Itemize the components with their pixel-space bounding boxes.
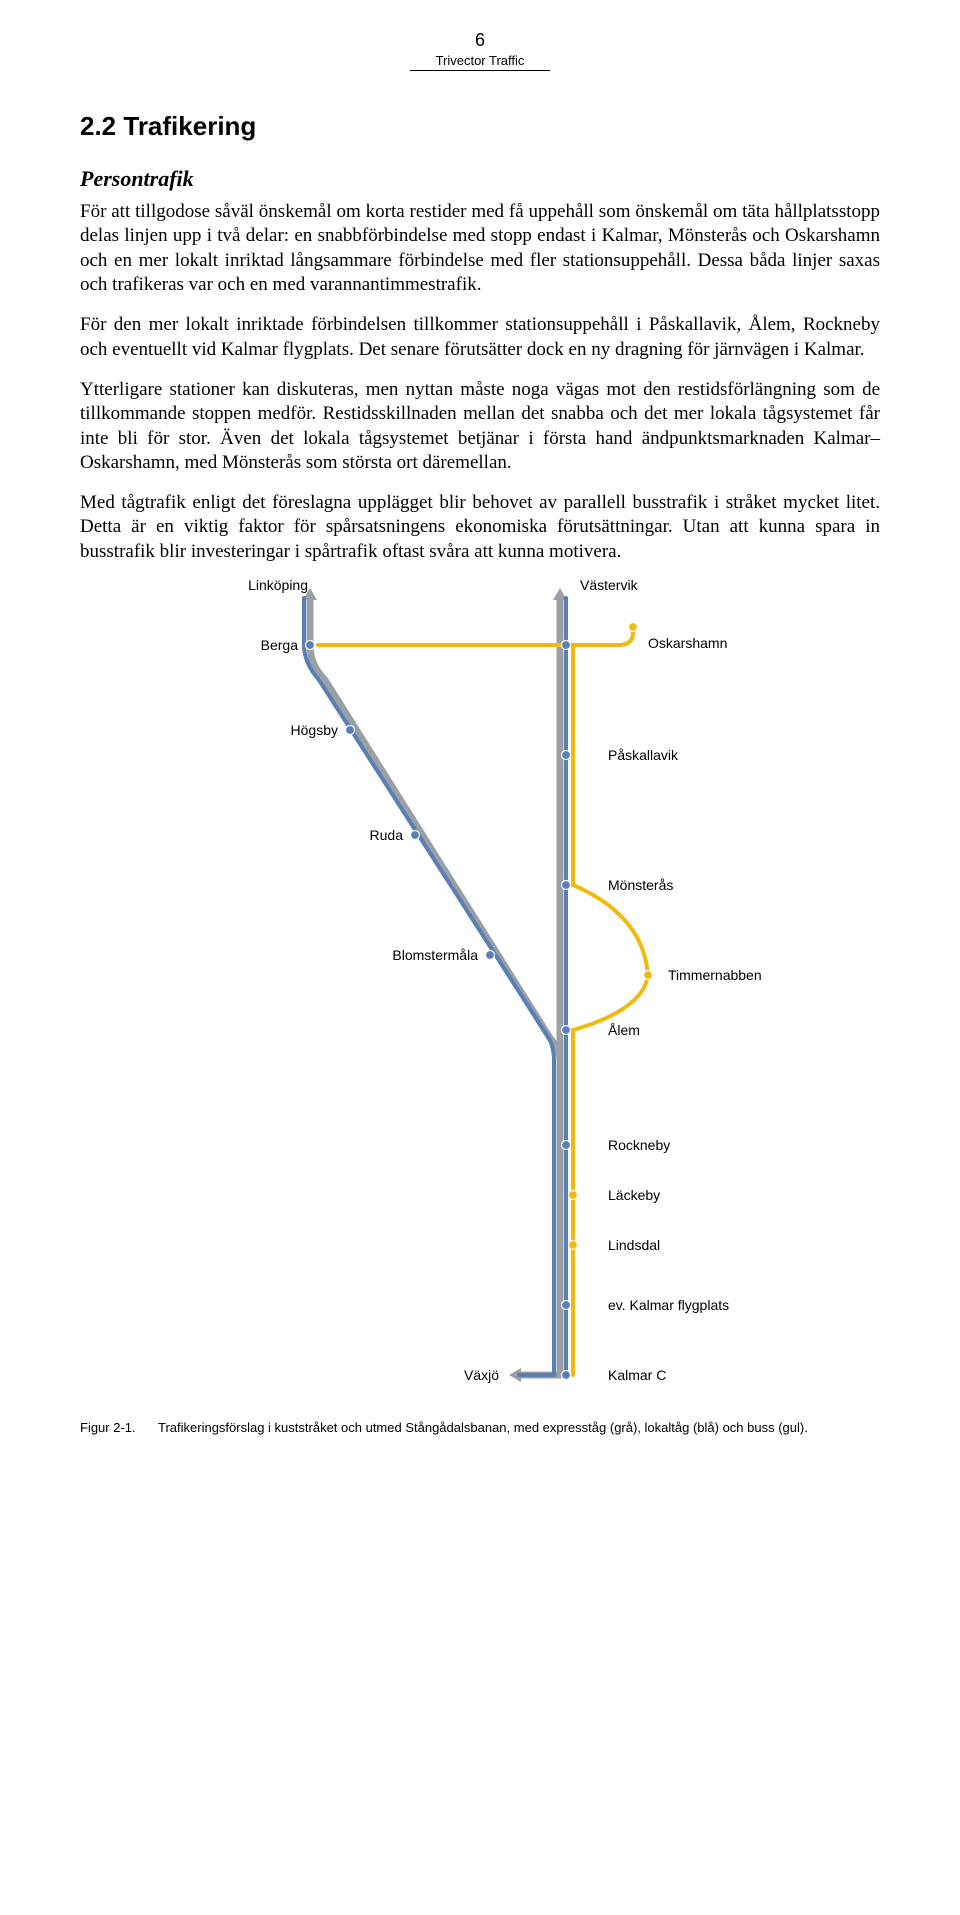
subsection-title: Persontrafik [80, 166, 880, 192]
figure-id: Figur 2-1. [80, 1419, 158, 1437]
svg-text:Mönsterås: Mönsterås [608, 877, 673, 893]
figure-caption: Figur 2-1. Trafikeringsförslag i kuststr… [80, 1419, 880, 1437]
route-svg: Linköping Västervik Berga Oskarshamn Högsby P… [160, 580, 800, 1400]
svg-text:Kalmar C: Kalmar C [608, 1367, 666, 1383]
svg-text:Ålem: Ålem [608, 1022, 640, 1038]
figure-text: Trafikeringsförslag i kuststråket och ut… [158, 1419, 880, 1437]
page-number: 6 [80, 30, 880, 51]
svg-text:Västervik: Västervik [580, 580, 639, 593]
route-diagram: Linköping Västervik Berga Oskarshamn Högsby P… [160, 580, 800, 1405]
svg-text:Ruda: Ruda [370, 827, 404, 843]
svg-text:Rockneby: Rockneby [608, 1137, 670, 1153]
svg-text:ev. Kalmar flygplats: ev. Kalmar flygplats [608, 1297, 729, 1313]
svg-text:Berga: Berga [261, 637, 299, 653]
paragraph-1: För att tillgodose såväl önskemål om kor… [80, 200, 880, 297]
svg-text:Växjö: Växjö [464, 1367, 499, 1383]
svg-text:Linköping: Linköping [248, 580, 308, 593]
svg-text:Oskarshamn: Oskarshamn [648, 635, 727, 651]
paragraph-4: Med tågtrafik enligt det föreslagna uppl… [80, 491, 880, 564]
svg-text:Lindsdal: Lindsdal [608, 1237, 660, 1253]
page-header-brand: Trivector Traffic [410, 53, 550, 71]
svg-text:Läckeby: Läckeby [608, 1187, 660, 1203]
svg-text:Blomstermåla: Blomstermåla [392, 947, 478, 963]
svg-text:Påskallavik: Påskallavik [608, 747, 679, 763]
section-title: 2.2 Trafikering [80, 111, 880, 142]
svg-text:Högsby: Högsby [291, 722, 338, 738]
svg-text:Timmernabben: Timmernabben [668, 967, 762, 983]
paragraph-3: Ytterligare stationer kan diskuteras, me… [80, 378, 880, 475]
paragraph-2: För den mer lokalt inriktade förbindelse… [80, 313, 880, 362]
